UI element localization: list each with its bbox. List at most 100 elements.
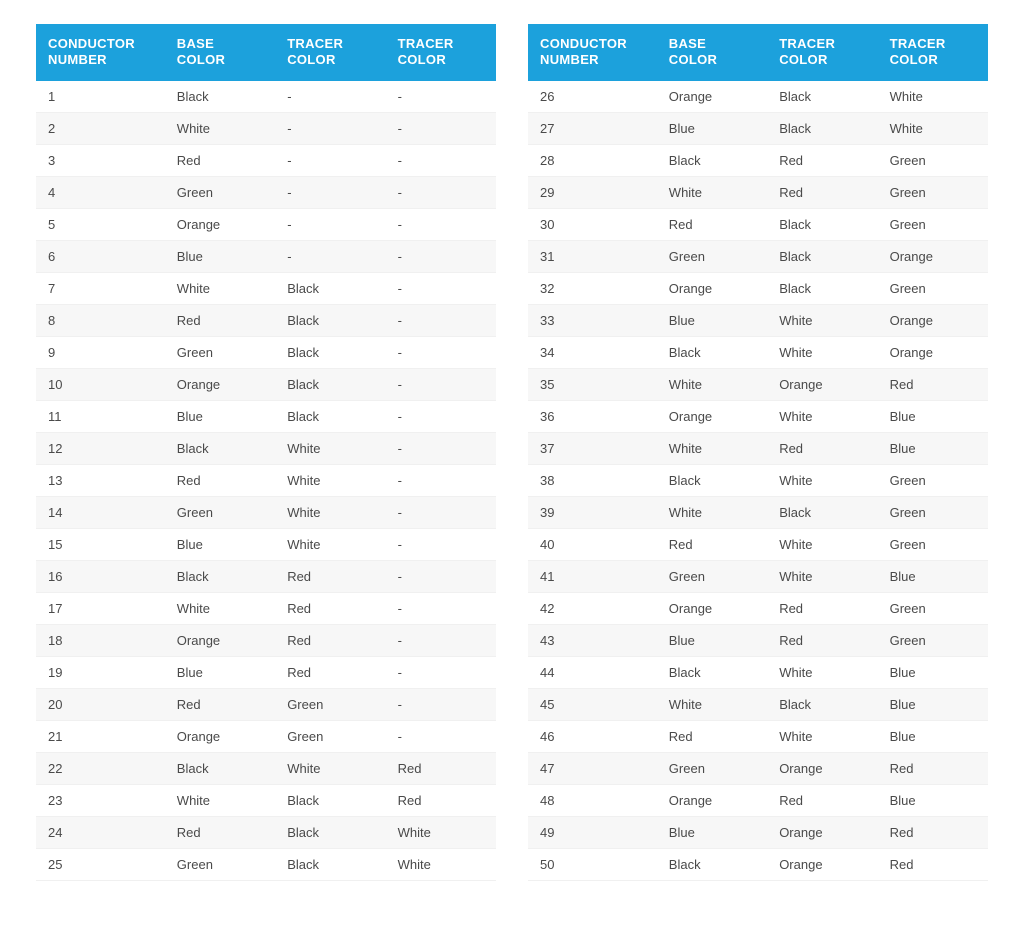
cell-base-color: Blue	[165, 528, 275, 560]
cell-tracer-color-2: Green	[878, 528, 988, 560]
table-row: 44BlackWhiteBlue	[528, 656, 988, 688]
cell-conductor-number: 38	[528, 464, 657, 496]
cell-tracer-color-1: Red	[767, 176, 877, 208]
cell-conductor-number: 44	[528, 656, 657, 688]
table-row: 38BlackWhiteGreen	[528, 464, 988, 496]
table-row: 5Orange--	[36, 208, 496, 240]
cell-base-color: White	[165, 592, 275, 624]
cell-tracer-color-1: Red	[275, 592, 385, 624]
cell-base-color: White	[657, 368, 767, 400]
cell-tracer-color-2: -	[386, 81, 496, 113]
table-row: 10OrangeBlack-	[36, 368, 496, 400]
cell-conductor-number: 10	[36, 368, 165, 400]
table-row: 40RedWhiteGreen	[528, 528, 988, 560]
cell-tracer-color-1: Orange	[767, 816, 877, 848]
cell-tracer-color-2: Blue	[878, 560, 988, 592]
cell-conductor-number: 7	[36, 272, 165, 304]
cell-tracer-color-1: Black	[275, 336, 385, 368]
cell-conductor-number: 41	[528, 560, 657, 592]
cell-conductor-number: 42	[528, 592, 657, 624]
cell-conductor-number: 17	[36, 592, 165, 624]
cell-conductor-number: 34	[528, 336, 657, 368]
table-row: 45WhiteBlackBlue	[528, 688, 988, 720]
cell-tracer-color-2: -	[386, 208, 496, 240]
cell-conductor-number: 47	[528, 752, 657, 784]
table-row: 8RedBlack-	[36, 304, 496, 336]
cell-conductor-number: 23	[36, 784, 165, 816]
table-row: 49BlueOrangeRed	[528, 816, 988, 848]
cell-tracer-color-2: Green	[878, 208, 988, 240]
table-row: 21OrangeGreen-	[36, 720, 496, 752]
cell-base-color: Black	[165, 432, 275, 464]
cell-conductor-number: 24	[36, 816, 165, 848]
table-row: 43BlueRedGreen	[528, 624, 988, 656]
cell-conductor-number: 15	[36, 528, 165, 560]
conductor-table-left: CONDUCTOR NUMBER BASE COLOR TRACER COLOR…	[36, 24, 496, 881]
cell-tracer-color-1: -	[275, 112, 385, 144]
table-row: 1Black--	[36, 81, 496, 113]
col-header-tracer-color-2: TRACER COLOR	[878, 24, 988, 81]
cell-base-color: Black	[657, 848, 767, 880]
cell-tracer-color-1: -	[275, 208, 385, 240]
cell-base-color: Black	[657, 336, 767, 368]
cell-tracer-color-1: Black	[275, 816, 385, 848]
cell-base-color: Blue	[657, 624, 767, 656]
cell-tracer-color-2: -	[386, 464, 496, 496]
table-row: 18OrangeRed-	[36, 624, 496, 656]
cell-base-color: White	[657, 496, 767, 528]
col-header-tracer-color-2: TRACER COLOR	[386, 24, 496, 81]
cell-base-color: White	[165, 112, 275, 144]
cell-tracer-color-1: White	[275, 464, 385, 496]
cell-base-color: Orange	[165, 624, 275, 656]
cell-tracer-color-2: Red	[878, 752, 988, 784]
cell-base-color: Red	[165, 304, 275, 336]
cell-tracer-color-1: White	[767, 720, 877, 752]
cell-conductor-number: 50	[528, 848, 657, 880]
cell-tracer-color-2: Green	[878, 464, 988, 496]
table-row: 34BlackWhiteOrange	[528, 336, 988, 368]
cell-conductor-number: 18	[36, 624, 165, 656]
cell-base-color: Blue	[165, 656, 275, 688]
cell-conductor-number: 4	[36, 176, 165, 208]
cell-base-color: Green	[165, 848, 275, 880]
cell-tracer-color-1: Black	[767, 688, 877, 720]
cell-tracer-color-1: White	[767, 304, 877, 336]
cell-base-color: Green	[657, 752, 767, 784]
table-row: 22BlackWhiteRed	[36, 752, 496, 784]
cell-tracer-color-2: -	[386, 400, 496, 432]
table-row: 27BlueBlackWhite	[528, 112, 988, 144]
cell-tracer-color-2: Orange	[878, 304, 988, 336]
table-row: 29WhiteRedGreen	[528, 176, 988, 208]
cell-conductor-number: 26	[528, 81, 657, 113]
cell-conductor-number: 6	[36, 240, 165, 272]
col-header-tracer-color-1: TRACER COLOR	[275, 24, 385, 81]
cell-tracer-color-1: Orange	[767, 368, 877, 400]
cell-tracer-color-2: Blue	[878, 656, 988, 688]
cell-base-color: Green	[165, 176, 275, 208]
table-row: 50BlackOrangeRed	[528, 848, 988, 880]
cell-base-color: Green	[657, 560, 767, 592]
cell-conductor-number: 45	[528, 688, 657, 720]
table-row: 23WhiteBlackRed	[36, 784, 496, 816]
cell-tracer-color-2: Red	[878, 816, 988, 848]
cell-tracer-color-1: Black	[275, 848, 385, 880]
cell-tracer-color-1: Black	[767, 496, 877, 528]
cell-tracer-color-1: Red	[767, 784, 877, 816]
cell-tracer-color-2: White	[386, 816, 496, 848]
table-row: 39WhiteBlackGreen	[528, 496, 988, 528]
cell-tracer-color-1: Black	[275, 784, 385, 816]
cell-tracer-color-1: Red	[767, 624, 877, 656]
cell-tracer-color-2: Blue	[878, 720, 988, 752]
cell-conductor-number: 12	[36, 432, 165, 464]
cell-conductor-number: 35	[528, 368, 657, 400]
table-row: 11BlueBlack-	[36, 400, 496, 432]
table-row: 16BlackRed-	[36, 560, 496, 592]
cell-tracer-color-1: -	[275, 176, 385, 208]
cell-tracer-color-2: -	[386, 144, 496, 176]
cell-conductor-number: 25	[36, 848, 165, 880]
table-row: 24RedBlackWhite	[36, 816, 496, 848]
table-row: 20RedGreen-	[36, 688, 496, 720]
cell-tracer-color-1: Red	[767, 432, 877, 464]
tables-wrap: CONDUCTOR NUMBER BASE COLOR TRACER COLOR…	[24, 24, 1000, 881]
table-header: CONDUCTOR NUMBER BASE COLOR TRACER COLOR…	[528, 24, 988, 81]
